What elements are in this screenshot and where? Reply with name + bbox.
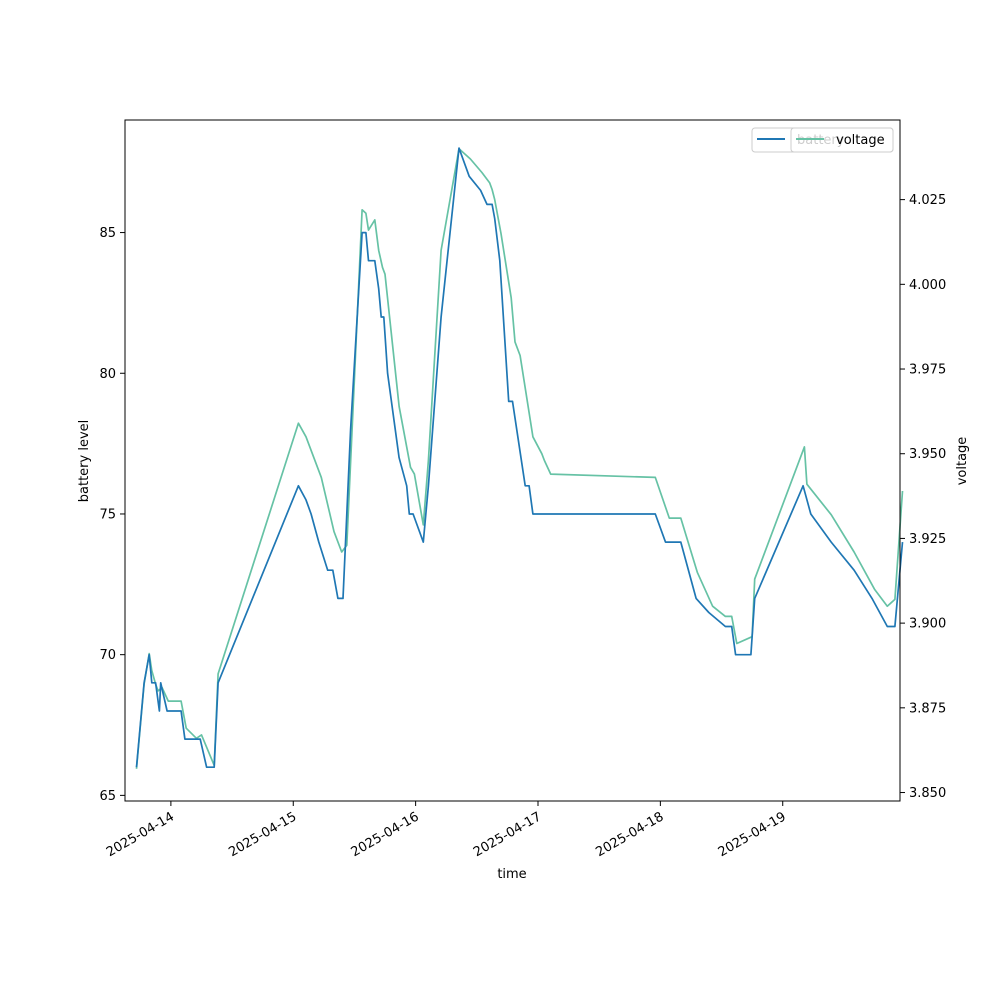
left-y-tick-label: 65 [99, 789, 116, 804]
right-y-tick-label: 3.925 [909, 532, 946, 547]
left-y-axis-ticks: 65 70 75 80 85 [99, 226, 125, 804]
x-tick-label: 2025-04-17 [471, 809, 544, 860]
right-y-axis-title: voltage [955, 437, 970, 486]
right-y-tick-label: 3.950 [909, 447, 946, 462]
right-y-tick-label: 4.000 [909, 278, 946, 293]
right-y-tick-label: 3.975 [909, 363, 946, 378]
left-y-tick-label: 80 [99, 367, 116, 382]
right-y-tick-label: 3.900 [909, 617, 946, 632]
x-tick-label: 2025-04-14 [104, 809, 177, 860]
plot-area [124, 119, 904, 802]
left-y-tick-label: 75 [99, 507, 116, 522]
series-layer [135, 147, 904, 769]
x-axis-title: time [497, 867, 526, 882]
x-tick-label: 2025-04-16 [349, 809, 422, 860]
voltage-legend-label: voltage [836, 133, 885, 148]
voltage-series-line [135, 147, 904, 769]
right-y-tick-label: 4.025 [909, 193, 946, 208]
left-y-tick-label: 85 [99, 226, 116, 241]
x-axis-ticks: 2025-04-14 2025-04-15 2025-04-16 2025-04-17… [104, 801, 789, 860]
plot-frame [124, 119, 901, 802]
right-y-tick-label: 3.875 [909, 701, 946, 716]
x-tick-label: 2025-04-18 [593, 809, 666, 860]
left-y-tick-label: 70 [99, 648, 116, 663]
legend-voltage: voltage [790, 127, 894, 153]
battery-series-line [135, 147, 904, 769]
right-y-axis-ticks: 3.850 3.875 3.900 3.925 3.950 3.975 4.000 4.025 [900, 193, 946, 801]
x-tick-label: 2025-04-19 [716, 809, 789, 860]
left-y-axis-title: battery level [77, 420, 92, 503]
right-y-tick-label: 3.850 [909, 786, 946, 801]
x-tick-label: 2025-04-15 [226, 809, 299, 860]
legend-box [790, 127, 894, 153]
